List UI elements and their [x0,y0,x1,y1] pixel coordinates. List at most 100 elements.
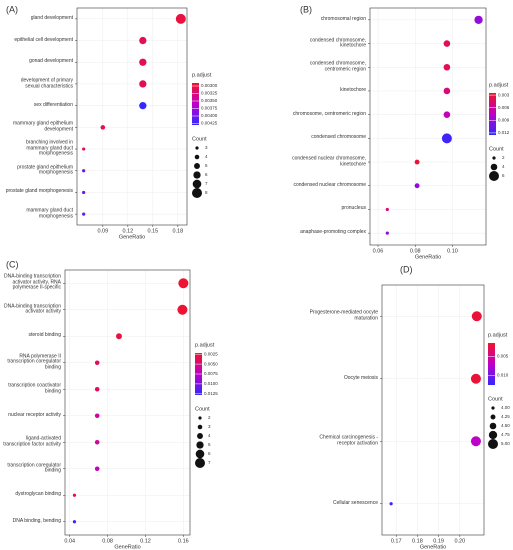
size-label: 4 [502,164,505,169]
y-tick-label: DNA-binding transcription activator acti… [4,273,61,292]
dot [175,13,186,24]
size-label: 4 [205,154,208,159]
dot [139,36,147,45]
x-tick-label: 0.18 [412,538,423,544]
y-tick-label: chromosomal region [320,16,366,23]
size-label: 3 [205,145,208,150]
size-key [192,179,202,189]
y-tick-label: mammary gland duct morphogenesis [26,207,73,220]
y-tick-label: DNA-binding transcription activator acti… [4,303,61,315]
y-tick-label: transcription coregulator binding [7,462,61,474]
dot [474,15,483,24]
y-tick-label: prostate gland epithelium morphogenesis [17,164,73,176]
colorbar-label: 0.00300 [201,83,218,88]
size-key [491,406,495,410]
colorbar [192,83,199,125]
y-tick-label: Oocyte meiosis [343,374,378,381]
dot [443,63,451,71]
plot-frame [369,7,487,246]
size-key [197,433,203,439]
dot [414,159,420,165]
x-tick-label: 0.19 [433,538,444,544]
dot [72,520,77,524]
dot [116,333,122,340]
size-label: 4 [208,433,211,438]
dot [470,373,481,384]
x-axis-label: GeneRatio [420,544,446,550]
panel-label: (D) [400,264,413,274]
dot [385,207,389,212]
colorbar-label: 0.00425 [201,121,218,126]
size-key [193,171,201,179]
dot [82,190,86,195]
x-tick-label: 0.20 [454,538,465,544]
size-label: 5 [205,163,208,168]
dot [94,386,100,392]
colorbar-label: 0.00325 [201,91,218,96]
size-label: 7 [208,460,211,465]
colorbar-label: 0.005 [497,354,509,359]
dot [414,183,420,189]
legend-title: Count [195,406,210,412]
dot [139,58,147,66]
y-tick-label: Progesterone-mediated oocyte maturation [309,309,378,322]
y-tick-label: Chemical carcinogenesis - receptor activ… [319,434,378,447]
dot [82,147,86,151]
size-key [198,416,202,420]
legend-title: Count [192,136,207,142]
size-label: 3 [208,424,211,429]
legend-title: p.adjust [488,332,508,338]
y-tick-label: Cellular senescence [332,499,378,506]
size-key [195,449,205,459]
y-tick-label: development of primary sexual characteri… [20,77,73,89]
size-label: 6 [502,173,505,178]
x-tick-label: 0.17 [391,538,402,544]
x-tick-label: 0.09 [97,228,108,234]
dot [94,360,100,366]
y-tick-label: condensed nuclear chromosome, kinetochor… [292,155,366,168]
x-axis-label: GeneRatio [415,254,441,260]
dot [72,493,77,497]
size-label: 4.75 [501,432,510,437]
colorbar-label: 0.012 [498,130,510,135]
size-key [192,188,202,198]
panel-label: (C) [6,259,19,269]
x-tick-label: 0.12 [122,228,133,234]
x-tick-label: 0.12 [140,538,151,544]
legend-title: p.adjust [489,82,509,88]
dot [82,169,86,173]
y-tick-label: prostate gland morphogenesis [5,188,73,195]
x-tick-label: 0.04 [64,538,75,544]
colorbar-label: 0.003 [498,92,510,97]
size-key [492,156,496,160]
panel-label: (B) [300,4,312,14]
dot [471,311,482,322]
size-label: 5.00 [501,441,510,446]
x-axis-label: GeneRatio [114,544,140,550]
colorbar-label: 0.0125 [204,391,218,396]
x-tick-label: 0.15 [147,228,158,234]
colorbar-label: 0.0075 [204,371,218,376]
y-tick-label: sex differentiation [33,101,73,108]
size-label: 5 [208,442,211,447]
panel-label: (A) [6,4,18,14]
colorbar-label: 0.006 [498,105,510,110]
x-tick-label: 0.06 [373,248,384,254]
y-tick-label: gonad development [29,58,73,65]
legend-title: p.adjust [192,72,212,78]
dot [139,80,147,88]
dot [389,502,393,506]
dot [470,436,481,447]
dot [177,304,188,315]
y-tick-label: branching involved in mammary gland duct… [26,139,73,157]
size-label: 4.25 [501,414,510,419]
legend-title: p.adjust [195,342,215,348]
colorbar-label: 0.00400 [201,113,218,118]
dot [441,133,452,144]
y-tick-label: epithelial cell development [14,36,73,43]
size-label: 4.00 [501,405,510,410]
dot [94,439,100,445]
size-label: 7 [205,181,208,186]
colorbar-label: 0.010 [497,373,509,378]
